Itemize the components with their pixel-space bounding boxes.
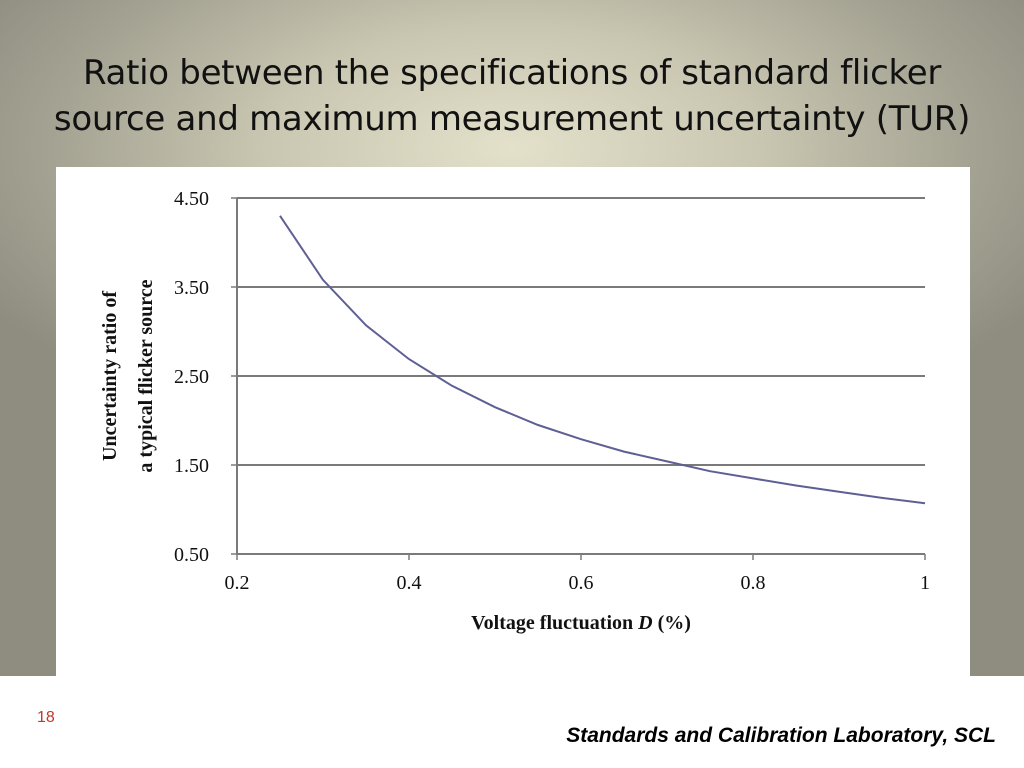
slide-title: Ratio between the specifications of stan…	[40, 50, 984, 142]
y-tick-label: 3.50	[174, 277, 209, 299]
line-chart: 0.50 1.50 2.50 3.50 4.50 0.2 0.4 0.6 0.8 1 Voltag…	[99, 188, 930, 634]
slide-title-line-1: Ratio between the specifications of stan…	[82, 53, 941, 93]
page-number: 18	[37, 709, 55, 726]
y-tick-label: 4.50	[174, 188, 209, 210]
y-tick-label: 1.50	[174, 455, 209, 477]
y-axis-title-line: a typical flicker source	[135, 279, 157, 472]
slide-footer	[0, 676, 1024, 768]
chart-panel: 0.50 1.50 2.50 3.50 4.50 0.2 0.4 0.6 0.8 1 Voltag…	[56, 167, 970, 676]
x-tick-label: 0.2	[225, 572, 250, 594]
x-tick-label: 1	[920, 572, 930, 594]
x-axis-title-part: (%)	[653, 612, 691, 634]
series-line	[279, 215, 926, 505]
x-axis-title-part: Voltage fluctuation	[471, 612, 638, 634]
y-tick-label: 0.50	[174, 544, 209, 566]
x-axis-title-part: D	[637, 612, 652, 634]
footer-lab-name: Standards and Calibration Laboratory, SC…	[566, 724, 996, 747]
y-tick-label: 2.50	[174, 366, 209, 388]
x-tick-label: 0.4	[397, 572, 422, 594]
slide-title-line-2: source and maximum measurement uncertain…	[53, 99, 971, 139]
x-axis-title: Voltage fluctuation D (%)	[471, 612, 691, 634]
x-tick-label: 0.6	[569, 572, 594, 594]
x-tick-label: 0.8	[741, 572, 766, 594]
y-axis-title-line: Uncertainty ratio of	[99, 291, 121, 461]
